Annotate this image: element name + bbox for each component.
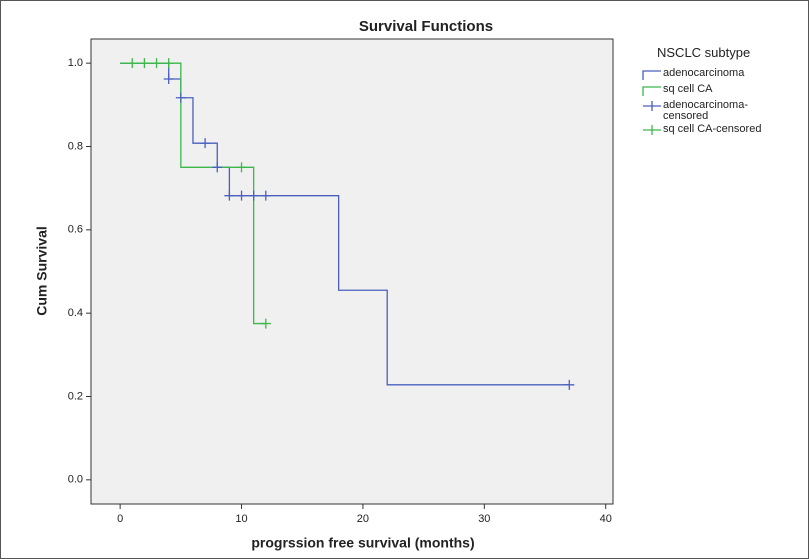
x-tick-label: 20 bbox=[357, 513, 369, 525]
survival-line bbox=[120, 62, 570, 386]
legend-label: adenocarcinoma bbox=[663, 67, 745, 79]
censor-mark bbox=[224, 190, 235, 201]
legend-swatch-mark bbox=[643, 125, 661, 135]
legend-swatch bbox=[642, 86, 661, 96]
legend-swatch bbox=[642, 70, 661, 80]
censor-mark bbox=[151, 58, 162, 69]
censor-mark bbox=[127, 58, 138, 69]
plot-area bbox=[90, 38, 614, 505]
censor-mark bbox=[163, 58, 174, 69]
censor-mark bbox=[200, 138, 211, 149]
censor-mark bbox=[260, 190, 271, 201]
legend-swatch bbox=[643, 101, 661, 111]
legend-swatch bbox=[643, 125, 661, 135]
censor-mark bbox=[139, 58, 150, 69]
censor-mark bbox=[163, 74, 174, 84]
censor-mark bbox=[260, 318, 271, 329]
legend-item: sq cell CA bbox=[641, 84, 806, 98]
x-tick-label: 10 bbox=[235, 513, 247, 525]
legend-item: adenocarcinoma bbox=[641, 68, 806, 82]
censor-mark bbox=[564, 379, 575, 390]
censor-mark bbox=[212, 162, 223, 173]
legend-item: sq cell CA-censored bbox=[641, 124, 806, 138]
y-tick-label: 0.2 bbox=[68, 390, 83, 402]
censor-mark bbox=[248, 190, 259, 201]
legend-title: NSCLC subtype bbox=[657, 45, 751, 60]
x-tick-label: 40 bbox=[600, 513, 612, 525]
censor-mark bbox=[175, 92, 186, 103]
legend-swatch-mark bbox=[642, 86, 661, 96]
chart-title: Survival Functions bbox=[359, 18, 493, 35]
y-tick-label: 0.6 bbox=[68, 224, 83, 236]
legend: NSCLC subtype adenocarcinoma sq cell CA ad… bbox=[641, 45, 806, 140]
y-axis-label: Cum Survival bbox=[34, 226, 50, 315]
y-tick-label: 1.0 bbox=[68, 57, 83, 69]
y-tick-label: 0.8 bbox=[68, 140, 83, 152]
legend-item: adenocarcinoma-censored bbox=[641, 100, 806, 122]
x-tick-label: 30 bbox=[478, 513, 490, 525]
x-tick-label: 0 bbox=[117, 513, 123, 525]
censor-mark bbox=[236, 162, 247, 173]
y-tick-label: 0.0 bbox=[68, 474, 83, 486]
legend-swatch-mark bbox=[642, 70, 661, 80]
legend-label: adenocarcinoma-censored bbox=[663, 99, 748, 122]
y-tick-label: 0.4 bbox=[68, 307, 83, 319]
x-axis-label: progrssion free survival (months) bbox=[251, 535, 474, 551]
legend-swatch-mark bbox=[643, 101, 661, 111]
censor-mark bbox=[236, 190, 247, 201]
legend-label: sq cell CA-censored bbox=[663, 123, 762, 135]
legend-label: sq cell CA bbox=[663, 83, 713, 95]
